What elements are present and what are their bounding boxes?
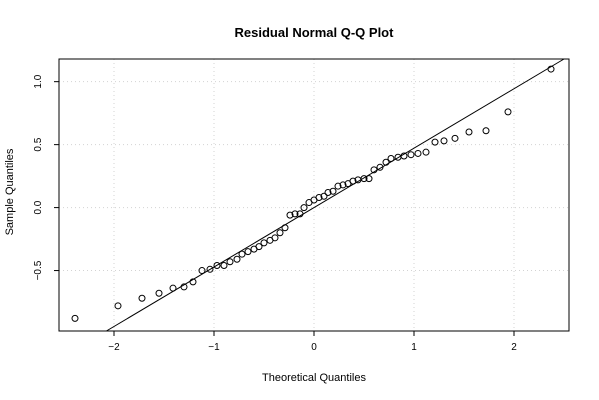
- data-point: [320, 192, 328, 200]
- data-point: [376, 163, 384, 171]
- data-point: [547, 65, 555, 73]
- x-tick-label: −1: [208, 342, 220, 353]
- data-point: [244, 248, 252, 256]
- data-point: [300, 204, 308, 212]
- data-point: [114, 302, 122, 310]
- data-point: [213, 262, 221, 270]
- x-tick-label: 2: [511, 342, 517, 353]
- data-point: [189, 278, 197, 286]
- chart-title: Residual Normal Q-Q Plot: [235, 25, 395, 40]
- x-axis-label: Theoretical Quantiles: [262, 372, 366, 384]
- data-point: [482, 127, 490, 135]
- data-point: [180, 283, 188, 291]
- data-point: [324, 188, 332, 196]
- data-point: [451, 134, 459, 142]
- x-tick-label: −2: [108, 342, 120, 353]
- data-point: [296, 210, 304, 218]
- data-point: [260, 239, 268, 247]
- data-point: [281, 224, 289, 232]
- y-axis-label: Sample Quantiles: [4, 148, 16, 235]
- y-tick-label: −0.5: [33, 260, 44, 280]
- data-point: [276, 229, 284, 237]
- x-axis: −2 −1 0 1 2: [108, 331, 517, 353]
- data-point: [238, 250, 246, 258]
- data-point: [206, 265, 214, 273]
- data-point: [169, 284, 177, 292]
- data-point: [271, 234, 279, 242]
- data-point: [370, 166, 378, 174]
- data-point: [365, 175, 373, 183]
- data-point: [138, 294, 146, 302]
- data-point: [387, 154, 395, 162]
- data-point: [226, 258, 234, 266]
- data-point: [220, 262, 228, 270]
- data-point: [71, 314, 79, 322]
- data-point: [329, 187, 337, 195]
- data-point: [431, 138, 439, 146]
- data-point: [440, 137, 448, 145]
- data-point: [414, 149, 422, 157]
- grid-lines: [59, 59, 569, 331]
- x-tick-label: 0: [311, 342, 317, 353]
- y-tick-label: 0.0: [33, 200, 44, 214]
- y-axis: −0.5 0.0 0.5 1.0: [33, 74, 59, 280]
- reference-line: [106, 58, 565, 332]
- data-point: [504, 108, 512, 116]
- data-point: [400, 152, 408, 160]
- data-point: [334, 182, 342, 190]
- data-point: [233, 255, 241, 263]
- data-point: [291, 210, 299, 218]
- data-point: [349, 177, 357, 185]
- data-point: [360, 175, 368, 183]
- data-point: [465, 128, 473, 136]
- y-tick-label: 1.0: [33, 74, 44, 88]
- data-point: [382, 158, 390, 166]
- data-point: [286, 211, 294, 219]
- data-point: [315, 194, 323, 202]
- data-point: [198, 267, 206, 275]
- data-point: [339, 181, 347, 189]
- data-point: [407, 151, 415, 159]
- data-point: [155, 289, 163, 297]
- data-points: [71, 65, 555, 322]
- data-point: [422, 148, 430, 156]
- y-tick-label: 0.5: [33, 137, 44, 151]
- x-tick-label: 1: [411, 342, 417, 353]
- data-point: [255, 243, 263, 251]
